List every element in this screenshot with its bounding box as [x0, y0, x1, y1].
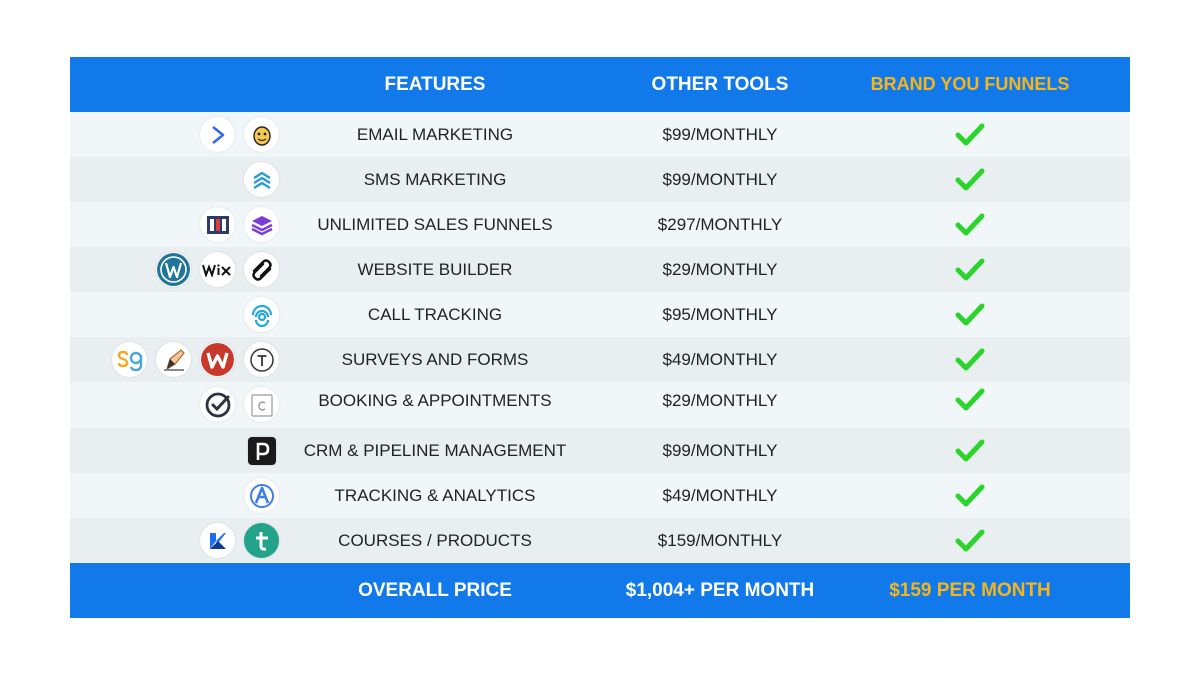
tool-logos: [244, 292, 279, 337]
feature-name: CRM & PIPELINE MANAGEMENT: [303, 440, 567, 460]
table-row: EMAIL MARKETING $99/MONTHLY: [70, 112, 1130, 157]
typeform-icon: [244, 342, 279, 377]
table-row: TRACKING & ANALYTICS $49/MONTHLY: [70, 473, 1130, 518]
included-check-icon: [855, 382, 1085, 417]
header-brand: BRAND YOU FUNNELS: [870, 74, 1070, 94]
included-check-icon: [855, 157, 1085, 202]
analytics-icon: [244, 478, 279, 513]
table-row: CRM & PIPELINE MANAGEMENT $99/MONTHLY: [70, 428, 1130, 473]
feature-name: CALL TRACKING: [367, 304, 503, 324]
table-row: SMS MARKETING $99/MONTHLY: [70, 157, 1130, 202]
other-price: $159/MONTHLY: [657, 530, 783, 550]
other-price: $49/MONTHLY: [662, 349, 778, 369]
included-check-icon: [855, 247, 1085, 292]
clickfunnels-icon: [200, 207, 235, 242]
included-check-icon: [855, 202, 1085, 247]
sms-tool-icon: [244, 162, 279, 197]
layers-icon: [244, 207, 279, 242]
table-row: SURVEYS AND FORMS $49/MONTHLY: [70, 337, 1130, 382]
table-row: COURSES / PRODUCTS $159/MONTHLY: [70, 518, 1130, 563]
other-price: $29/MONTHLY: [662, 259, 778, 279]
check-circle-icon: [200, 387, 235, 422]
tool-logos: [244, 473, 279, 518]
table-row: WEBSITE BUILDER $29/MONTHLY: [70, 247, 1130, 292]
tool-logos: [112, 337, 279, 382]
mailchimp-icon: [244, 117, 279, 152]
feature-name: UNLIMITED SALES FUNNELS: [317, 214, 553, 234]
feature-name: EMAIL MARKETING: [356, 124, 514, 144]
feature-name: SMS MARKETING: [363, 169, 507, 189]
other-price: $99/MONTHLY: [662, 124, 778, 144]
feature-name: WEBSITE BUILDER: [357, 259, 513, 279]
included-check-icon: [855, 518, 1085, 563]
other-price: $297/MONTHLY: [657, 214, 783, 234]
header-other-tools: OTHER TOOLS: [651, 73, 789, 95]
other-tools-total: $1,004+ PER MONTH: [625, 579, 815, 601]
wufoo-icon: [200, 342, 235, 377]
tool-logos: [156, 247, 279, 292]
table-footer: OVERALL PRICE $1,004+ PER MONTH $159 PER…: [70, 563, 1130, 618]
included-check-icon: [855, 428, 1085, 473]
comparison-table: FEATURES OTHER TOOLS BRAND YOU FUNNELS E…: [70, 57, 1130, 618]
teachable-icon: [244, 523, 279, 558]
pipedrive-icon: [248, 436, 276, 465]
included-check-icon: [855, 337, 1085, 382]
other-price: $95/MONTHLY: [662, 304, 778, 324]
tool-logos: [200, 518, 279, 563]
other-price: $99/MONTHLY: [662, 440, 778, 460]
feature-name: BOOKING & APPOINTMENTS: [318, 390, 552, 410]
calltracking-icon: [244, 297, 279, 332]
header-features: FEATURES: [384, 73, 486, 95]
activecampaign-icon: [200, 117, 235, 152]
squarespace-icon: [244, 252, 279, 287]
tool-logos: [200, 202, 279, 247]
wix-icon: [200, 252, 235, 287]
overall-price-label: OVERALL PRICE: [358, 579, 512, 601]
other-price: $99/MONTHLY: [662, 169, 778, 189]
included-check-icon: [855, 473, 1085, 518]
row-divider: [70, 427, 1130, 428]
tool-logos: [248, 428, 279, 473]
wordpress-icon: [156, 252, 191, 287]
tool-logos: [244, 157, 279, 202]
feature-name: TRACKING & ANALYTICS: [334, 485, 536, 505]
tool-logos: [200, 112, 279, 157]
table-row: CALL TRACKING $95/MONTHLY: [70, 292, 1130, 337]
included-check-icon: [855, 112, 1085, 157]
kajabi-icon: [200, 523, 235, 558]
tool-logos: [200, 382, 279, 427]
included-check-icon: [855, 292, 1085, 337]
table-row: UNLIMITED SALES FUNNELS $297/MONTHLY: [70, 202, 1130, 247]
other-price: $29/MONTHLY: [662, 390, 778, 410]
calendar-icon: [244, 387, 279, 422]
table-row: BOOKING & APPOINTMENTS $29/MONTHLY: [70, 382, 1130, 427]
feature-name: COURSES / PRODUCTS: [338, 530, 532, 550]
surveygizmo-icon: [112, 342, 147, 377]
brand-total: $159 PER MONTH: [889, 579, 1051, 601]
feature-name: SURVEYS AND FORMS: [341, 349, 529, 369]
table-header: FEATURES OTHER TOOLS BRAND YOU FUNNELS: [70, 57, 1130, 112]
jotform-icon: [156, 342, 191, 377]
other-price: $49/MONTHLY: [662, 485, 778, 505]
